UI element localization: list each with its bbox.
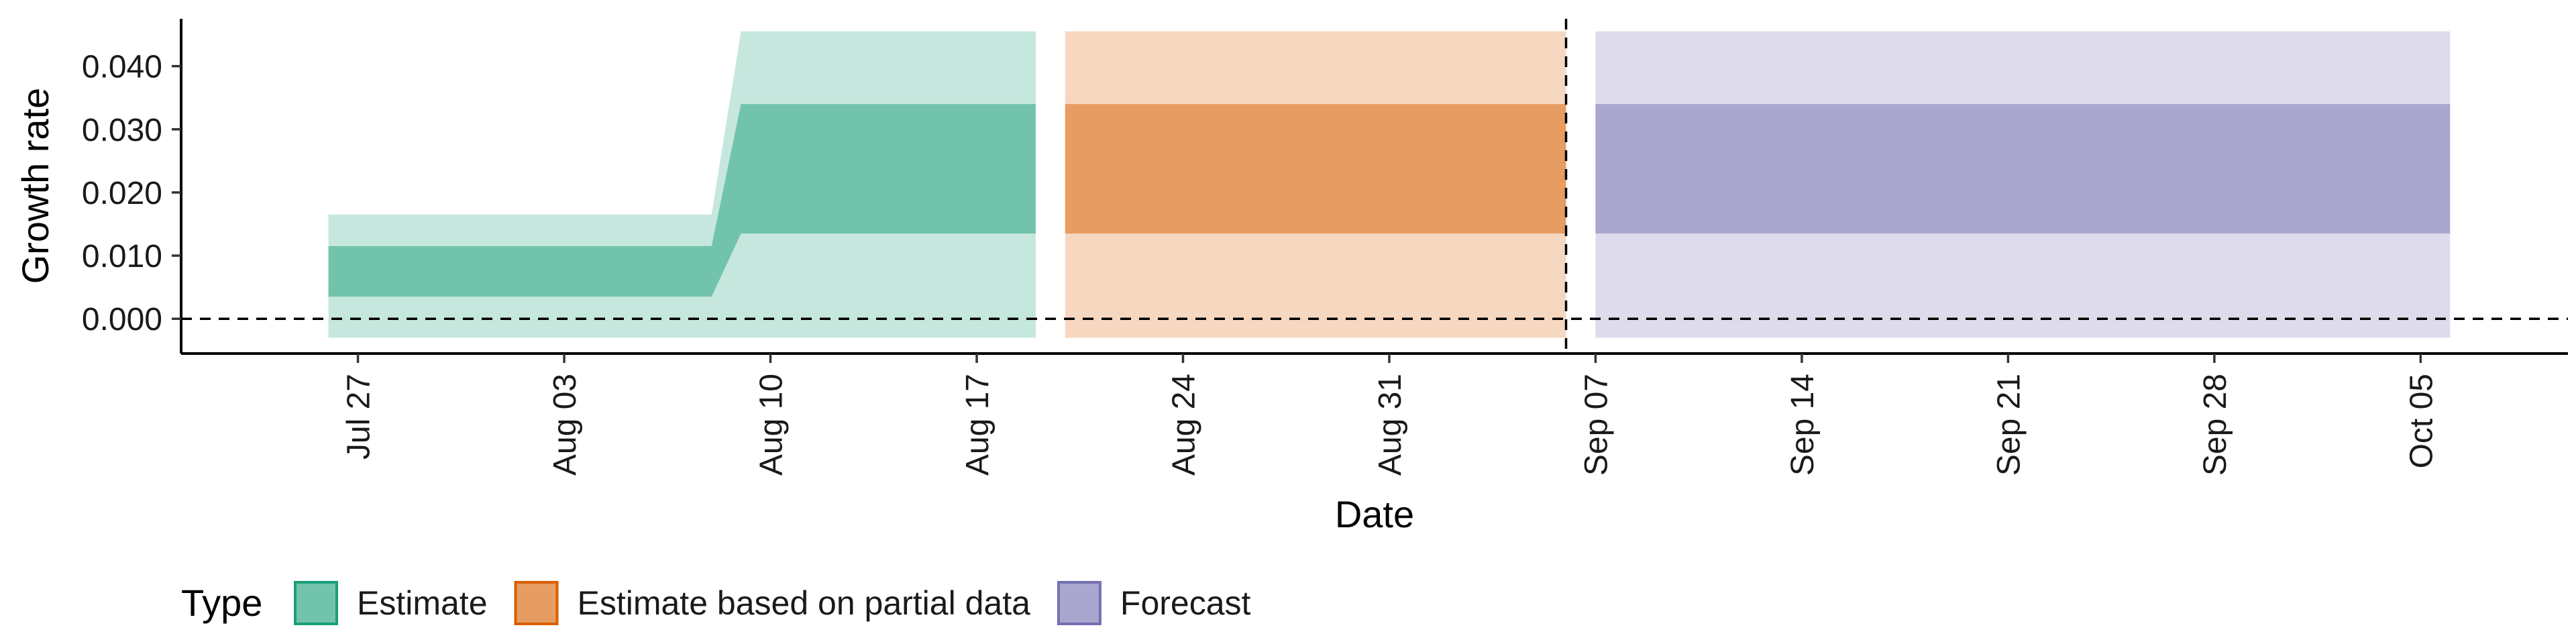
x-tick-label: Sep 21 bbox=[1991, 374, 2027, 476]
x-tick-label: Sep 14 bbox=[1785, 374, 1821, 476]
x-tick-label: Aug 31 bbox=[1373, 374, 1408, 476]
x-ticks: Jul 27 Aug 03 Aug 10 Aug 17 Aug 24 Aug 31 Sep … bbox=[341, 354, 2439, 476]
legend-label-forecast: Forecast bbox=[1120, 584, 1251, 622]
x-tick-label: Oct 05 bbox=[2404, 374, 2439, 468]
legend-swatch-forecast bbox=[1057, 581, 1102, 625]
legend-label-estimate: Estimate bbox=[357, 584, 488, 622]
x-tick-label: Sep 07 bbox=[1578, 374, 1614, 476]
x-tick-label: Aug 24 bbox=[1167, 374, 1202, 476]
legend-label-estimate-based-on-partial-data: Estimate based on partial data bbox=[578, 584, 1031, 622]
x-tick-label: Jul 27 bbox=[341, 374, 377, 460]
y-tick-label: 0.000 bbox=[82, 302, 162, 337]
legend: Type Estimate Estimate based on partial d… bbox=[181, 581, 1251, 625]
y-tick-label: 0.030 bbox=[82, 113, 162, 148]
x-tick-label: Aug 17 bbox=[960, 374, 996, 476]
axes bbox=[180, 19, 2568, 355]
band-layer bbox=[328, 31, 2451, 338]
x-axis-title: Date bbox=[1335, 493, 1414, 535]
y-tick-label: 0.020 bbox=[82, 176, 162, 211]
estimate-band-50 bbox=[328, 104, 1036, 297]
legend-swatch-estimate-based-on-partial-data bbox=[514, 581, 559, 625]
legend-title: Type bbox=[181, 582, 262, 624]
y-axis-title: Growth rate bbox=[14, 88, 56, 284]
x-tick-label: Aug 03 bbox=[547, 374, 583, 476]
legend-swatch-estimate bbox=[294, 581, 338, 625]
reference-lines bbox=[181, 19, 2568, 354]
x-tick-label: Aug 10 bbox=[754, 374, 790, 476]
estimate-based-on-partial-data-band-50 bbox=[1065, 104, 1566, 234]
y-tick-label: 0.040 bbox=[82, 50, 162, 85]
x-tick-label: Sep 28 bbox=[2198, 374, 2233, 476]
y-ticks: 0.000 0.010 0.020 0.030 0.040 bbox=[82, 50, 181, 337]
y-tick-label: 0.010 bbox=[82, 239, 162, 274]
forecast-band-50 bbox=[1595, 104, 2451, 234]
